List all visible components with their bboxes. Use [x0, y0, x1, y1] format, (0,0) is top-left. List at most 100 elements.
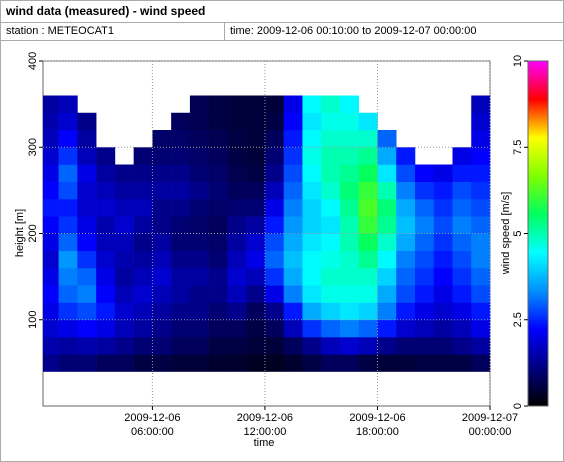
- heat-cell: [58, 250, 78, 269]
- heat-cell: [358, 233, 378, 252]
- heat-cell: [208, 216, 228, 234]
- heat-cell: [283, 337, 303, 355]
- heat-cell: [339, 285, 360, 303]
- heat-cell: [452, 268, 472, 286]
- heat-cell: [77, 199, 97, 217]
- heat-cell: [302, 268, 322, 286]
- heat-cell: [227, 164, 247, 183]
- heat-cell: [114, 181, 134, 200]
- heat-cell: [433, 181, 453, 200]
- heat-cell: [189, 199, 209, 217]
- heat-cell: [189, 319, 209, 338]
- heat-cell: [283, 181, 303, 200]
- heat-cell: [396, 164, 416, 183]
- heat-cell: [189, 216, 209, 234]
- heat-cell: [189, 112, 209, 131]
- heat-cell: [471, 147, 491, 165]
- heat-cell: [264, 319, 284, 338]
- heat-cell: [208, 233, 228, 252]
- heat-cell: [321, 95, 341, 114]
- y-tick-label: 300: [27, 138, 39, 156]
- heat-cell: [246, 216, 266, 234]
- heat-cell: [133, 216, 153, 234]
- heat-cell: [339, 337, 360, 355]
- heat-cell: [227, 354, 247, 372]
- heat-cell: [339, 181, 360, 200]
- heat-cell: [339, 354, 360, 372]
- heat-cell: [414, 233, 435, 252]
- heat-cell: [96, 164, 116, 183]
- heat-cell: [302, 354, 322, 372]
- heat-cell: [114, 233, 134, 252]
- heat-cell: [152, 199, 172, 217]
- heat-cell: [43, 181, 59, 200]
- heat-cell: [96, 233, 116, 252]
- heat-cell: [189, 95, 209, 114]
- heat-cell: [227, 302, 247, 321]
- colorbar-tick-label: 2.5: [512, 312, 524, 327]
- heat-cell: [377, 130, 397, 148]
- heat-cell: [96, 199, 116, 217]
- heat-cell: [433, 216, 453, 234]
- heat-cell: [114, 319, 134, 338]
- heat-cell: [396, 285, 416, 303]
- heat-cell: [358, 268, 378, 286]
- heat-cell: [77, 250, 97, 269]
- heat-cell: [43, 95, 59, 114]
- heat-cell: [152, 319, 172, 338]
- heat-cell: [377, 164, 397, 183]
- heat-cell: [208, 302, 228, 321]
- heat-cell: [396, 319, 416, 338]
- heat-cell: [77, 147, 97, 165]
- heat-cell: [227, 199, 247, 217]
- heat-cell: [471, 302, 491, 321]
- heat-cell: [377, 250, 397, 269]
- heat-cell: [43, 302, 59, 321]
- heat-cell: [171, 164, 191, 183]
- heat-cell: [208, 95, 228, 114]
- heat-cell: [133, 354, 153, 372]
- heat-cell: [396, 181, 416, 200]
- heat-cell: [133, 268, 153, 286]
- heat-cell: [189, 285, 209, 303]
- heat-cell: [471, 268, 491, 286]
- heat-cell: [171, 250, 191, 269]
- heat-cell: [246, 319, 266, 338]
- heat-cell: [171, 147, 191, 165]
- heat-cell: [396, 268, 416, 286]
- colorbar-tick-label: 7.5: [512, 140, 524, 155]
- heat-cell: [283, 147, 303, 165]
- heat-cell: [208, 250, 228, 269]
- heat-cell: [339, 95, 360, 114]
- heat-cell: [133, 319, 153, 338]
- heat-cell: [321, 130, 341, 148]
- heat-cell: [114, 164, 134, 183]
- heat-cell: [43, 285, 59, 303]
- heat-cell: [414, 199, 435, 217]
- heat-cell: [433, 302, 453, 321]
- heat-cell: [189, 354, 209, 372]
- heat-cell: [321, 181, 341, 200]
- heat-cell: [377, 199, 397, 217]
- heat-cell: [171, 268, 191, 286]
- heat-cell: [246, 164, 266, 183]
- heat-cell: [227, 95, 247, 114]
- heat-cell: [114, 302, 134, 321]
- heat-cell: [452, 302, 472, 321]
- heat-cell: [452, 319, 472, 338]
- heat-cell: [321, 302, 341, 321]
- heat-cell: [321, 250, 341, 269]
- heat-cell: [227, 337, 247, 355]
- heat-cell: [43, 164, 59, 183]
- heat-cell: [114, 199, 134, 217]
- heat-cell: [227, 112, 247, 131]
- x-tick-label: 2009-12-07 00:00:00: [462, 412, 518, 438]
- heat-cell: [246, 112, 266, 131]
- heat-cell: [208, 319, 228, 338]
- heat-cell: [171, 319, 191, 338]
- heat-cell: [339, 147, 360, 165]
- station: station : METEOCAT1: [6, 25, 114, 37]
- heat-cell: [208, 199, 228, 217]
- y-tick-label: 100: [27, 311, 39, 329]
